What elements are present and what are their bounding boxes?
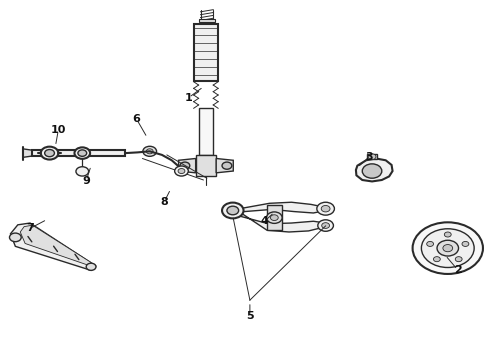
Circle shape <box>227 206 239 215</box>
Circle shape <box>78 150 87 156</box>
Polygon shape <box>240 213 326 232</box>
Text: 5: 5 <box>246 311 254 321</box>
Circle shape <box>362 164 382 178</box>
Circle shape <box>322 223 330 228</box>
Polygon shape <box>196 155 216 176</box>
Circle shape <box>45 149 54 157</box>
Polygon shape <box>194 24 218 81</box>
Circle shape <box>455 257 462 262</box>
Polygon shape <box>216 158 233 173</box>
Polygon shape <box>10 223 96 270</box>
Circle shape <box>317 202 334 215</box>
Text: 2: 2 <box>454 265 462 275</box>
Circle shape <box>76 167 89 176</box>
Text: 6: 6 <box>133 114 141 124</box>
Circle shape <box>41 147 58 159</box>
Circle shape <box>321 206 330 212</box>
Text: 4: 4 <box>261 216 269 226</box>
Circle shape <box>74 147 90 159</box>
Circle shape <box>267 212 282 224</box>
Circle shape <box>413 222 483 274</box>
FancyBboxPatch shape <box>199 19 215 22</box>
Circle shape <box>444 232 451 237</box>
Polygon shape <box>20 225 91 265</box>
Circle shape <box>178 168 185 174</box>
Circle shape <box>437 240 459 256</box>
Polygon shape <box>178 158 196 173</box>
Circle shape <box>270 215 278 221</box>
Text: 3: 3 <box>366 152 373 162</box>
Circle shape <box>180 162 190 169</box>
Circle shape <box>462 242 469 247</box>
Circle shape <box>427 242 434 247</box>
Circle shape <box>86 263 96 270</box>
Polygon shape <box>240 202 326 213</box>
Circle shape <box>174 166 188 176</box>
Text: 7: 7 <box>26 224 34 233</box>
Circle shape <box>222 203 244 219</box>
Circle shape <box>9 233 21 242</box>
Circle shape <box>143 146 157 156</box>
Circle shape <box>368 154 376 159</box>
Polygon shape <box>267 205 282 230</box>
Text: 9: 9 <box>82 176 90 186</box>
Polygon shape <box>199 108 213 155</box>
Circle shape <box>222 162 232 169</box>
Circle shape <box>443 244 453 252</box>
Polygon shape <box>356 158 392 181</box>
Text: 10: 10 <box>50 125 66 135</box>
Circle shape <box>147 149 153 154</box>
Circle shape <box>434 257 441 262</box>
Polygon shape <box>367 154 377 159</box>
Polygon shape <box>32 150 125 156</box>
Circle shape <box>421 229 474 267</box>
Text: 1: 1 <box>185 93 193 103</box>
Circle shape <box>318 220 333 231</box>
Polygon shape <box>23 149 32 157</box>
Text: 8: 8 <box>161 197 168 207</box>
